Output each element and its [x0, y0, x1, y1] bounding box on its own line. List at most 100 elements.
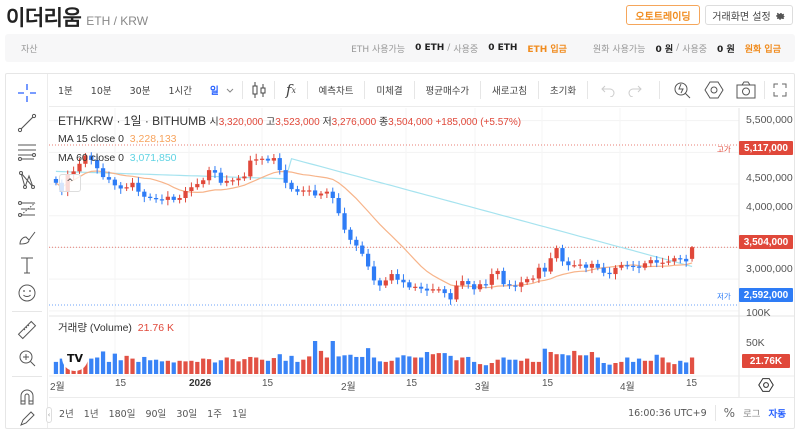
fullscreen-icon[interactable]	[771, 79, 790, 101]
current-volume-tag: 21.76K	[742, 354, 790, 368]
eth-available-value: 0 ETH	[415, 43, 445, 53]
asset-bar: 자산 ETH 사용가능 0 ETH / 사용중 0 ETH ETH 입금 원화 …	[5, 34, 795, 62]
y-axis-label: 3,000,000	[746, 263, 793, 275]
volume-legend[interactable]: 거래량 (Volume) 21.76 K	[58, 322, 174, 334]
krw-deposit-link[interactable]: 원화 입금	[744, 44, 781, 55]
trade-settings-label: 거래화면 설정	[712, 11, 771, 23]
forecast-chart-button[interactable]: 예측차트	[318, 86, 354, 97]
crosshair-icon[interactable]	[16, 82, 38, 104]
ma60-legend[interactable]: MA 60 close 0 3,071,850	[58, 152, 177, 164]
gear-icon	[775, 12, 785, 20]
legend-collapse-button[interactable]: ^	[59, 174, 81, 192]
zoom-in-icon[interactable]	[16, 347, 38, 369]
range-bar: 2년 1년 180일 90일 30일 1주 1일 16:00:36 UTC+9 …	[49, 397, 794, 428]
page-title-row: 이더리움 ETH / KRW	[6, 2, 148, 32]
eth-deposit-link[interactable]: ETH 입금	[527, 44, 567, 55]
high-price-tag: 5,117,000	[739, 141, 793, 155]
camera-icon[interactable]	[736, 79, 756, 101]
auto-trading-button[interactable]: 오토트레이딩	[626, 5, 700, 25]
range-1d[interactable]: 1일	[231, 409, 247, 420]
symbol-label: ETH/KRW · 1일 · BITHUMB	[58, 114, 207, 128]
x-axis-label: 2026	[189, 378, 212, 389]
x-axis-label: 15	[406, 378, 418, 389]
y-axis-label: 5,500,000	[746, 114, 793, 126]
current-price-tag: 3,504,000	[739, 235, 793, 249]
undo-icon[interactable]	[598, 79, 617, 101]
ruler-icon[interactable]	[16, 319, 38, 341]
low-price-tag: 2,592,000	[739, 288, 793, 302]
range-2y[interactable]: 2년	[59, 409, 74, 420]
low-marker-label: 저가	[717, 292, 731, 301]
horizontal-lines-icon[interactable]	[16, 140, 38, 162]
interval-1m[interactable]: 1분	[58, 86, 73, 97]
eth-in-use-label: 사용중	[453, 44, 479, 55]
range-1w[interactable]: 1주	[207, 409, 222, 420]
x-axis-label: 15	[542, 378, 554, 389]
ma15-legend[interactable]: MA 15 close 0 3,228,133	[58, 133, 177, 145]
krw-available-value: 0 원	[655, 44, 674, 55]
bottom-right-controls: 16:00:36 UTC+9 % 로그 자동	[628, 405, 786, 421]
asset-summary: ETH 사용가능 0 ETH / 사용중 0 ETH ETH 입금 원화 사용가…	[351, 42, 781, 55]
x-axis-label: 2월	[341, 382, 356, 393]
range-30d[interactable]: 30일	[176, 409, 198, 420]
high-marker-label: 고가	[717, 145, 731, 154]
interval-10m[interactable]: 10분	[90, 86, 112, 97]
eth-in-use-value: 0 ETH	[488, 43, 518, 53]
interval-30m[interactable]: 30분	[129, 86, 151, 97]
refresh-button[interactable]: 새로고침	[492, 86, 528, 97]
slash: /	[447, 43, 451, 53]
range-90d[interactable]: 90일	[145, 409, 167, 420]
percent-toggle[interactable]: %	[723, 406, 736, 420]
reset-button[interactable]: 초기화	[549, 86, 577, 97]
chart-legend-ohlc: ETH/KRW · 1일 · BITHUMB 시3,320,000 고3,523…	[58, 114, 522, 128]
brush-icon[interactable]	[16, 226, 38, 248]
range-180d[interactable]: 180일	[108, 409, 136, 420]
clock[interactable]: 16:00:36 UTC+9	[628, 407, 707, 419]
avg-buy-price-button[interactable]: 평균매수가	[425, 86, 470, 97]
krw-available-label: 원화 사용가능	[592, 44, 646, 55]
interval-day[interactable]: 일	[210, 86, 219, 97]
y-axis-label: 4,000,000	[746, 201, 793, 213]
y-axis-label: 4,500,000	[746, 172, 793, 184]
x-axis-label: 4월	[620, 382, 635, 393]
x-axis-label: 15	[115, 378, 127, 389]
candle-type-icon[interactable]	[249, 79, 268, 101]
trend-line-icon[interactable]	[16, 112, 38, 134]
toolbar-collapse-tab[interactable]: ‹	[46, 407, 52, 423]
eth-available-label: ETH 사용가능	[351, 44, 406, 55]
volume-axis-label: 100K	[746, 307, 771, 319]
settings-hex-icon[interactable]	[704, 79, 724, 101]
x-axis-label: 15	[686, 378, 698, 389]
drawing-toolbar	[6, 74, 48, 428]
axis-settings-icon[interactable]	[758, 377, 774, 393]
asset-label: 자산	[21, 44, 38, 55]
price-chart-canvas[interactable]	[49, 108, 794, 397]
pattern-icon[interactable]	[16, 169, 38, 191]
price-change: +185,000 (+5.57%)	[435, 117, 522, 128]
slash: /	[676, 43, 680, 53]
magnet-icon[interactable]	[16, 386, 38, 408]
range-1y[interactable]: 1년	[83, 409, 99, 420]
volume-axis-label: 50K	[746, 337, 765, 349]
open-orders-button[interactable]: 미체결	[376, 86, 403, 97]
krw-in-use-value: 0 원	[717, 44, 735, 55]
pair-label: ETH / KRW	[86, 14, 149, 28]
fib-retracement-icon[interactable]	[16, 198, 38, 220]
redo-icon[interactable]	[625, 79, 644, 101]
auto-scale-toggle[interactable]: 자동	[768, 409, 786, 420]
emoji-icon[interactable]	[16, 282, 38, 304]
trade-settings-button[interactable]: 거래화면 설정	[705, 5, 793, 25]
text-icon[interactable]	[16, 254, 38, 276]
chevron-down-icon[interactable]	[224, 79, 236, 101]
pencil-icon[interactable]	[16, 411, 38, 427]
quick-search-icon[interactable]	[672, 79, 692, 101]
x-axis-label: 2월	[50, 382, 65, 393]
interval-1h[interactable]: 1시간	[168, 86, 193, 97]
tradingview-logo[interactable]: TV	[62, 345, 88, 371]
log-toggle[interactable]: 로그	[743, 409, 761, 420]
page-title: 이더리움	[6, 6, 82, 30]
